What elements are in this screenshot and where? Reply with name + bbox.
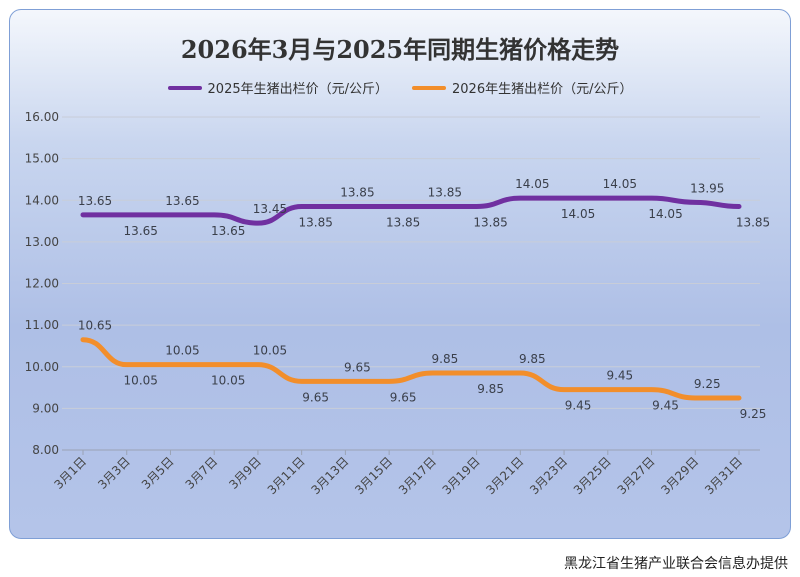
x-tick-label: 3月27日 bbox=[615, 454, 658, 497]
y-tick-label: 16.00 bbox=[25, 110, 59, 124]
x-tick-label: 3月23日 bbox=[527, 454, 570, 497]
data-label: 9.65 bbox=[344, 360, 371, 374]
chart-title: 2026年3月与2025年同期生猪价格走势 bbox=[180, 35, 620, 64]
data-label: 9.45 bbox=[652, 399, 679, 413]
series-line-2025 bbox=[80, 195, 742, 226]
data-label: 10.65 bbox=[78, 319, 112, 333]
data-label: 13.85 bbox=[736, 215, 770, 229]
y-tick-label: 13.00 bbox=[25, 235, 59, 249]
data-label: 14.05 bbox=[603, 177, 637, 191]
x-tick-label: 3月15日 bbox=[352, 454, 395, 497]
y-tick-label: 11.00 bbox=[25, 318, 59, 332]
data-label: 14.05 bbox=[515, 177, 549, 191]
data-label: 9.85 bbox=[432, 352, 459, 366]
legend: 2025年生猪出栏价（元/公斤） 2026年生猪出栏价（元/公斤） bbox=[0, 78, 800, 97]
data-label: 13.65 bbox=[124, 224, 158, 238]
x-tick-label: 3月5日 bbox=[139, 454, 177, 492]
data-label: 14.05 bbox=[648, 207, 682, 221]
data-label: 10.05 bbox=[253, 344, 287, 358]
data-label: 10.05 bbox=[124, 374, 158, 388]
data-label: 13.65 bbox=[211, 224, 245, 238]
x-tick-label: 3月1日 bbox=[51, 454, 89, 492]
data-label: 9.25 bbox=[694, 377, 721, 391]
chart-card bbox=[9, 9, 791, 539]
data-label: 10.05 bbox=[165, 344, 199, 358]
footer-source: 黑龙江省生猪产业联合会信息办提供 bbox=[564, 556, 788, 572]
legend-item-2026: 2026年生猪出栏价（元/公斤） bbox=[412, 78, 632, 97]
x-tick-label: 3月31日 bbox=[702, 454, 745, 497]
data-label: 13.85 bbox=[473, 215, 507, 229]
y-tick-label: 10.00 bbox=[25, 360, 59, 374]
y-tick-label: 14.00 bbox=[25, 193, 59, 207]
x-tick-label: 3月25日 bbox=[571, 454, 614, 497]
data-label: 9.45 bbox=[565, 399, 592, 413]
x-tick-label: 3月3日 bbox=[95, 454, 133, 492]
data-label: 13.85 bbox=[298, 215, 332, 229]
data-label: 9.45 bbox=[606, 369, 633, 383]
data-label: 9.25 bbox=[740, 407, 767, 421]
y-tick-label: 9.00 bbox=[32, 401, 59, 415]
data-label: 13.85 bbox=[428, 185, 462, 199]
data-label: 13.85 bbox=[340, 185, 374, 199]
y-tick-label: 8.00 bbox=[32, 443, 59, 457]
data-label: 9.85 bbox=[477, 382, 504, 396]
data-label: 14.05 bbox=[561, 207, 595, 221]
legend-label: 2025年生猪出栏价（元/公斤） bbox=[207, 82, 388, 97]
x-tick-label: 3月17日 bbox=[396, 454, 439, 497]
x-tick-label: 3月9日 bbox=[226, 454, 264, 492]
x-tick-label: 3月29日 bbox=[658, 454, 701, 497]
data-label: 13.95 bbox=[690, 181, 724, 195]
data-label: 13.85 bbox=[386, 215, 420, 229]
data-label: 13.65 bbox=[78, 194, 112, 208]
series-line-2026 bbox=[80, 337, 742, 401]
y-tick-label: 15.00 bbox=[25, 152, 59, 166]
legend-swatch bbox=[412, 85, 446, 90]
data-label: 9.65 bbox=[302, 390, 329, 404]
legend-swatch bbox=[167, 85, 202, 90]
data-label: 9.85 bbox=[519, 352, 546, 366]
x-tick-label: 3月11日 bbox=[265, 454, 308, 497]
data-label: 10.05 bbox=[211, 374, 245, 388]
legend-label: 2026年生猪出栏价（元/公斤） bbox=[452, 82, 633, 97]
data-label: 13.45 bbox=[253, 202, 287, 216]
legend-item-2025: 2025年生猪出栏价（元/公斤） bbox=[167, 78, 388, 97]
x-tick-label: 3月13日 bbox=[308, 454, 351, 497]
x-tick-label: 3月19日 bbox=[440, 454, 483, 497]
data-label: 13.65 bbox=[165, 194, 199, 208]
y-tick-label: 12.00 bbox=[25, 277, 59, 291]
data-label: 9.65 bbox=[390, 390, 417, 404]
x-tick-label: 3月7日 bbox=[183, 454, 221, 492]
x-tick-label: 3月21日 bbox=[483, 454, 526, 497]
